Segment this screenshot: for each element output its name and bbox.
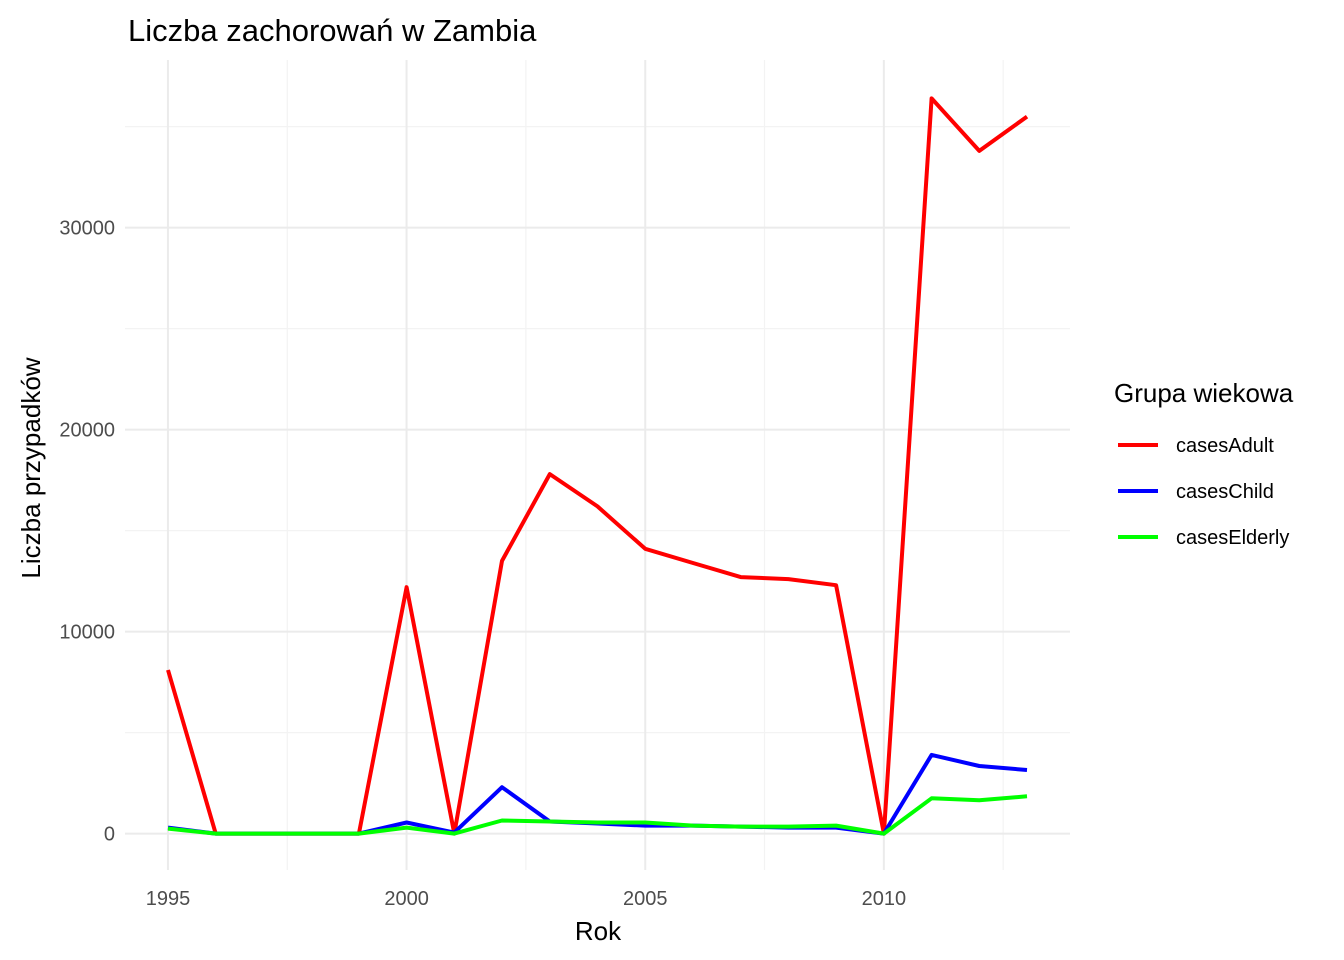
x-tick-label: 2000 [384,888,429,910]
y-tick-label: 20000 [59,420,115,442]
chart-title: Liczba zachorowań w Zambia [128,13,537,48]
legend-label-casesChild: casesChild [1176,481,1274,503]
y-tick-label: 10000 [59,622,115,644]
grid [125,60,1070,870]
y-axis-ticks: 0 10000 20000 30000 [59,218,115,846]
y-tick-label: 0 [104,824,115,846]
series-line-casesElderly [167,794,1028,836]
y-tick-label: 30000 [59,218,115,240]
legend-label-casesAdult: casesAdult [1176,435,1274,457]
series-lines [166,96,1029,836]
legend: Grupa wiekowa casesAdult casesChild casesE… [1114,378,1294,549]
x-tick-label: 2005 [623,888,668,910]
x-tick-label: 2010 [862,888,907,910]
series-line-casesAdult [166,96,1029,836]
legend-label-casesElderly: casesElderly [1176,527,1289,549]
legend-title: Grupa wiekowa [1114,378,1294,408]
x-axis-title: Rok [575,916,622,946]
x-tick-label: 1995 [146,888,191,910]
x-axis-ticks: 1995 2000 2005 2010 [146,888,906,910]
y-axis-title: Liczba przypadków [16,357,46,578]
